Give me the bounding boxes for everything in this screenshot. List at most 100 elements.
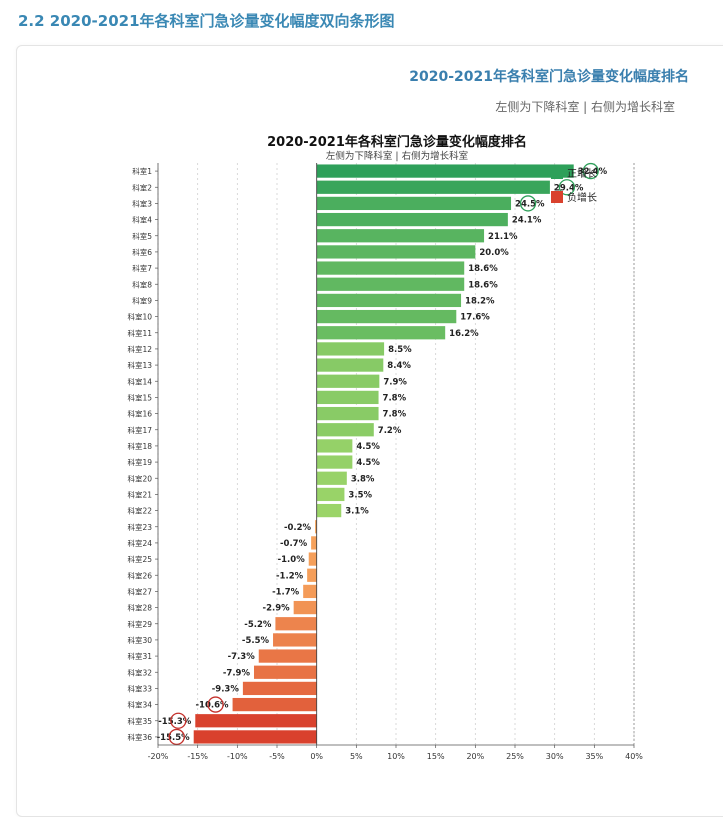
bar-科室12 <box>316 342 385 356</box>
data-label: -9.3% <box>212 684 240 694</box>
data-label: -7.3% <box>228 652 256 662</box>
data-label: 20.0% <box>479 248 509 258</box>
x-tick-label: 0% <box>310 752 323 761</box>
bar-科室7 <box>316 261 465 275</box>
x-tick-label: -15% <box>187 752 208 761</box>
bar-科室32 <box>253 665 317 679</box>
bar-科室20 <box>316 471 347 485</box>
x-tick-label: -5% <box>269 752 285 761</box>
data-label: -2.9% <box>263 604 291 614</box>
y-tick-label: 科室11 <box>127 328 152 338</box>
bar-科室11 <box>316 326 446 340</box>
data-label: 4.5% <box>356 442 380 452</box>
y-tick-label: 科室29 <box>127 619 152 629</box>
y-tick-label: 科室9 <box>132 295 152 305</box>
y-tick-label: 科室16 <box>127 409 152 419</box>
y-tick-label: 科室22 <box>127 506 152 516</box>
data-label: -1.2% <box>276 571 304 581</box>
bar-科室21 <box>316 487 345 502</box>
data-label: 29.4% <box>554 183 584 193</box>
bar-科室30 <box>273 633 317 647</box>
section-title: 2.2 2020-2021年各科室门急诊量变化幅度双向条形图 <box>18 12 395 30</box>
bar-科室9 <box>316 293 462 308</box>
legend-swatch <box>551 191 563 203</box>
y-tick-label: 科室3 <box>132 198 152 208</box>
bar-科室31 <box>258 649 317 663</box>
y-tick-label: 科室34 <box>127 700 152 710</box>
y-tick-label: 科室7 <box>132 263 152 273</box>
y-tick-label: 科室23 <box>127 522 152 532</box>
data-label: 3.8% <box>351 474 375 484</box>
bar-科室5 <box>316 229 485 243</box>
data-label: 21.1% <box>488 232 518 242</box>
legend-label: 负增长 <box>567 191 597 204</box>
bar-科室1 <box>316 164 574 178</box>
data-label: -15.5% <box>157 733 190 743</box>
y-tick-label: 科室14 <box>127 376 152 386</box>
bar-科室22 <box>316 503 342 518</box>
data-label: -5.5% <box>242 636 270 646</box>
bar-科室13 <box>316 358 384 372</box>
y-tick-label: 科室1 <box>132 166 152 176</box>
y-tick-label: 科室10 <box>127 312 152 322</box>
card-title: 2020-2021年各科室门急诊量变化幅度排名 <box>409 69 689 85</box>
data-label: 3.5% <box>348 490 372 500</box>
y-axis: 科室1 科室2 科室3 科室4 科室5 科室6 科室7 科室8 科室9 科室10 科室11 科室12 科… <box>127 163 318 745</box>
bar-科室2 <box>316 180 550 194</box>
data-label: -0.2% <box>284 523 312 533</box>
bar-科室6 <box>316 245 476 259</box>
highlight-circle <box>558 179 576 196</box>
bar-科室16 <box>316 406 379 421</box>
bar-科室18 <box>316 439 353 453</box>
data-label: 7.9% <box>383 377 407 387</box>
bar-科室19 <box>316 455 353 469</box>
y-tick-label: 科室28 <box>127 603 152 613</box>
y-tick-label: 科室8 <box>132 279 152 289</box>
y-tick-label: 科室12 <box>127 344 152 354</box>
highlight-markers <box>168 162 599 746</box>
bar-科室8 <box>316 277 465 291</box>
x-tick-label: 20% <box>466 752 484 761</box>
data-label: 7.8% <box>383 410 407 420</box>
data-label: 32.4% <box>578 167 608 177</box>
x-tick-label: 15% <box>427 752 445 761</box>
x-tick-label: -10% <box>227 752 248 761</box>
x-tick-label: 30% <box>546 752 564 761</box>
data-label: -7.9% <box>223 668 251 678</box>
y-tick-label: 科室20 <box>127 473 152 483</box>
x-tick-label: 40% <box>625 752 643 761</box>
data-label: 18.2% <box>465 296 495 306</box>
bar-科室17 <box>316 423 374 437</box>
legend-swatch <box>551 167 563 179</box>
bar-科室10 <box>316 309 457 324</box>
x-tick-label: 35% <box>585 752 603 761</box>
highlight-circle <box>207 696 224 713</box>
y-tick-label: 科室18 <box>127 441 152 451</box>
legend-label: 正增长 <box>567 167 597 180</box>
y-tick-label: 科室27 <box>127 586 152 596</box>
bar-科室3 <box>316 196 512 211</box>
data-label: 4.5% <box>356 458 380 468</box>
data-label: -10.6% <box>196 701 229 711</box>
bar-科室33 <box>242 681 317 696</box>
bar-科室15 <box>316 390 379 405</box>
data-label: 3.1% <box>345 507 369 517</box>
bar-科室28 <box>293 600 317 615</box>
data-label: -1.0% <box>278 555 306 565</box>
data-label: 7.8% <box>383 393 407 403</box>
x-tick-label: 25% <box>506 752 524 761</box>
data-label: 18.6% <box>468 280 498 290</box>
value-labels: 32.4% 29.4% 24.5% 24.1% 21.1% 20.0% 18.6% 18.6%… <box>157 167 608 743</box>
bar-科室25 <box>308 552 317 566</box>
card-subtitle: 左侧为下降科室 | 右侧为增长科室 <box>495 100 675 114</box>
data-label: 24.5% <box>515 199 545 209</box>
x-tick-label: 10% <box>387 752 405 761</box>
y-tick-label: 科室19 <box>127 457 152 467</box>
data-label: 17.6% <box>460 313 490 323</box>
y-tick-label: 科室15 <box>127 392 152 402</box>
y-tick-label: 科室30 <box>127 635 152 645</box>
highlight-circle <box>168 728 185 746</box>
y-tick-label: 科室4 <box>132 215 152 225</box>
